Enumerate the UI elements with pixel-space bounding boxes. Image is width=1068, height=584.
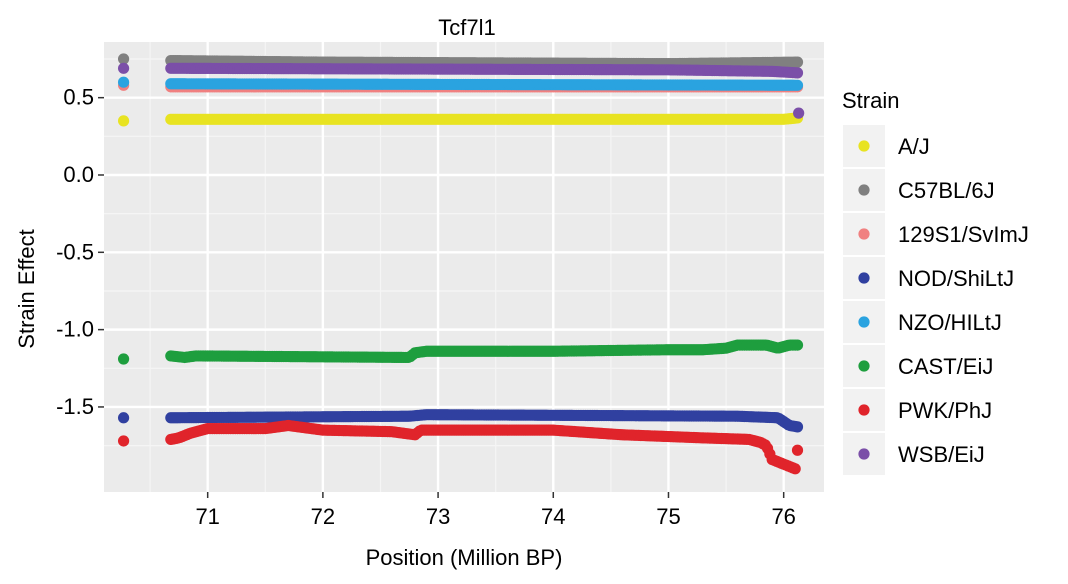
legend-label-pwk-phj: PWK/PhJ xyxy=(898,398,992,423)
data-point-wsb-eij xyxy=(117,62,130,74)
legend-label-nod-shiltj: NOD/ShiLtJ xyxy=(898,266,1014,291)
data-point-pwk-phj xyxy=(791,444,804,456)
x-tick-label: 76 xyxy=(771,504,795,529)
data-point-pwk-phj xyxy=(117,435,130,447)
series-nzo-hiltj xyxy=(117,76,804,91)
data-point-cast-eij xyxy=(791,339,804,351)
legend-label-c57bl-6j: C57BL/6J xyxy=(898,178,995,203)
legend-label-wsb-eij: WSB/EiJ xyxy=(898,442,985,467)
y-tick-label: -1.5 xyxy=(56,394,94,419)
chart-title: Tcf7l1 xyxy=(438,15,495,40)
y-axis-title: Strain Effect xyxy=(14,229,39,348)
x-axis: 71 72 73 74 75 76 xyxy=(195,492,796,529)
x-axis-title: Position (Million BP) xyxy=(366,545,563,570)
legend-label-cast-eij: CAST/EiJ xyxy=(898,354,993,379)
legend-swatch-wsb-eij xyxy=(858,448,870,460)
legend: Strain A/J C57BL/6J 129S1/SvImJ NOD/ShiLtJ N… xyxy=(842,88,1029,475)
data-point-cast-eij xyxy=(117,353,130,365)
data-point-a-j xyxy=(117,115,130,127)
legend-swatch-cast-eij xyxy=(858,360,870,372)
legend-swatch-a-j xyxy=(858,140,870,152)
legend-swatch-pwk-phj xyxy=(858,404,870,416)
data-point-nzo-hiltj xyxy=(117,76,130,88)
legend-swatch-c57bl-6j xyxy=(858,184,870,196)
x-tick-label: 71 xyxy=(195,504,219,529)
series-nod-shiltj xyxy=(117,409,804,433)
legend-title: Strain xyxy=(842,88,899,113)
y-axis: 0.5 0.0 -0.5 -1.0 -1.5 xyxy=(56,85,104,419)
x-tick-label: 73 xyxy=(426,504,450,529)
series-cast-eij xyxy=(117,339,804,365)
data-point-nod-shiltj xyxy=(117,412,130,424)
data-point-c57bl-6j xyxy=(117,53,130,65)
x-tick-label: 75 xyxy=(656,504,680,529)
legend-label-129s1-svimj: 129S1/SvImJ xyxy=(898,222,1029,247)
x-tick-label: 74 xyxy=(541,504,565,529)
data-point-nod-shiltj xyxy=(791,421,804,433)
y-tick-label: 0.0 xyxy=(63,162,94,187)
legend-swatch-nod-shiltj xyxy=(858,272,870,284)
y-tick-label: 0.5 xyxy=(63,85,94,110)
legend-swatch-129s1-svimj xyxy=(858,228,870,240)
series-pwk-phj xyxy=(117,419,804,475)
data-points xyxy=(117,53,805,475)
data-point-pwk-phj xyxy=(789,463,801,475)
legend-label-nzo-hiltj: NZO/HILtJ xyxy=(898,310,1002,335)
series-wsb-eij xyxy=(117,62,805,119)
y-tick-label: -0.5 xyxy=(56,239,94,264)
data-point-wsb-eij xyxy=(791,67,804,79)
data-point-wsb-eij xyxy=(793,107,805,119)
data-point-c57bl-6j xyxy=(791,56,804,68)
x-tick-label: 72 xyxy=(311,504,335,529)
data-point-nzo-hiltj xyxy=(791,79,804,91)
series-a-j xyxy=(117,112,804,127)
y-tick-label: -1.0 xyxy=(56,317,94,342)
legend-swatch-nzo-hiltj xyxy=(858,316,870,328)
legend-label-a-j: A/J xyxy=(898,134,930,159)
